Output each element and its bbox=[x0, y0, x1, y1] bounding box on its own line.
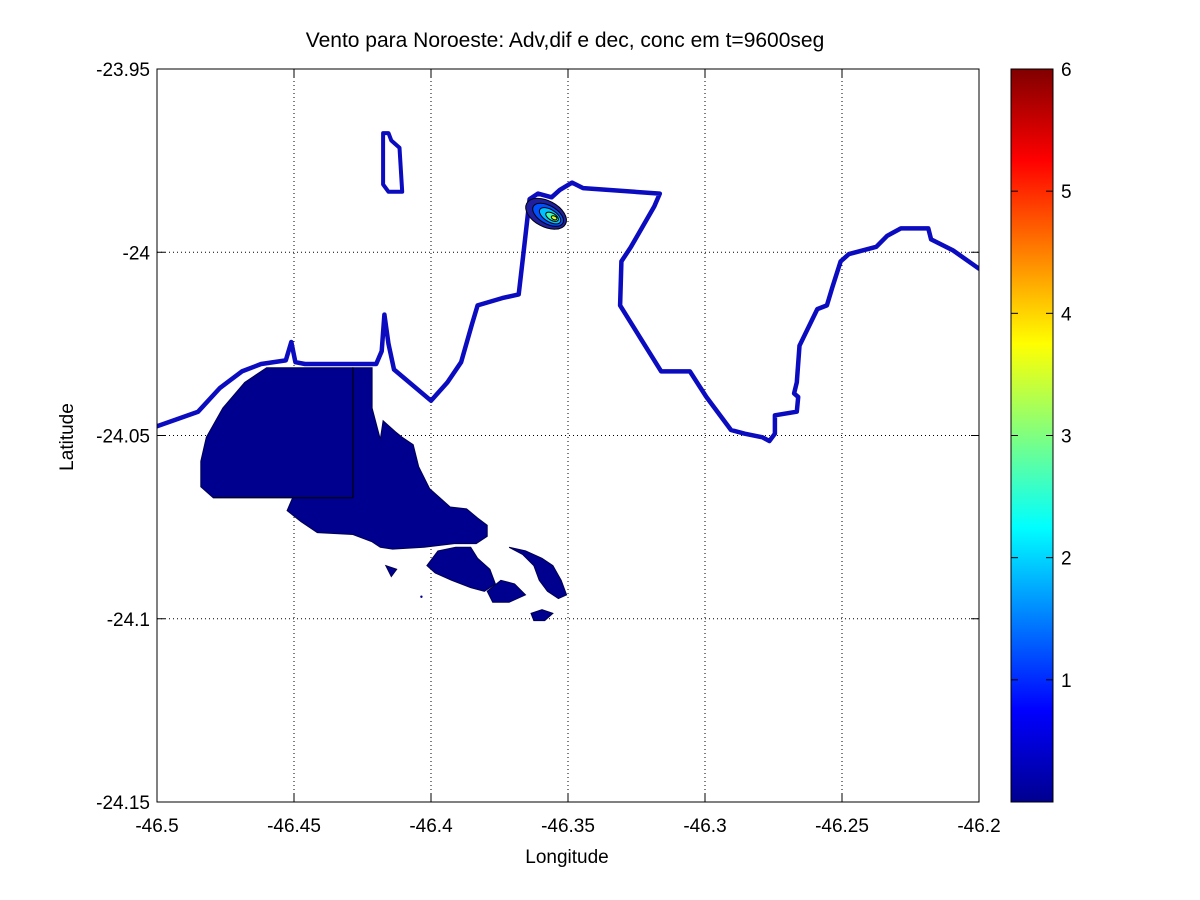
plume-area bbox=[286, 367, 488, 550]
y-tick-label: -24 bbox=[123, 243, 151, 264]
island-outline bbox=[381, 131, 405, 194]
x-axis-label: Longitude bbox=[525, 847, 608, 868]
x-tick-label: -46.35 bbox=[541, 816, 595, 837]
coastline bbox=[157, 180, 979, 444]
colorbar: 1 2 3 4 5 6 bbox=[1010, 60, 1072, 803]
plume-area bbox=[200, 367, 354, 499]
x-tick-label: -46.2 bbox=[957, 816, 1000, 837]
x-tick-label: -46.4 bbox=[409, 816, 453, 837]
colorbar-tick-label: 2 bbox=[1061, 549, 1072, 570]
plume-speck bbox=[420, 595, 423, 598]
axis-ticks bbox=[156, 68, 980, 803]
y-tick-labels: -23.95 -24 -24.05 -24.1 -24.15 bbox=[96, 60, 150, 814]
x-tick-label: -46.45 bbox=[267, 816, 321, 837]
colorbar-tick-label: 6 bbox=[1061, 60, 1072, 81]
y-tick-label: -23.95 bbox=[96, 60, 150, 81]
y-tick-label: -24.05 bbox=[96, 427, 150, 448]
plume-area bbox=[384, 564, 398, 578]
x-tick-label: -46.25 bbox=[815, 816, 869, 837]
contour-level-4 bbox=[550, 215, 558, 221]
y-axis-label: Latitude bbox=[57, 403, 78, 471]
plot-marks bbox=[157, 131, 979, 622]
colorbar-box bbox=[1010, 68, 1054, 803]
y-tick-label: -24.15 bbox=[96, 793, 150, 814]
x-tick-label: -46.5 bbox=[135, 816, 178, 837]
plume-area bbox=[426, 546, 497, 592]
plume-area bbox=[508, 546, 568, 600]
colorbar-tick-label: 5 bbox=[1061, 182, 1072, 203]
colorbar-tick-label: 3 bbox=[1061, 427, 1072, 448]
plot-area: -46.5 -46.45 -46.4 -46.35 -46.3 -46.25 -46.2 -… bbox=[96, 60, 1001, 837]
x-tick-label: -46.3 bbox=[683, 816, 726, 837]
chart-title: Vento para Noroeste: Adv,dif e dec, conc… bbox=[306, 29, 825, 52]
y-tick-label: -24.1 bbox=[107, 610, 150, 631]
plume-area bbox=[530, 609, 554, 622]
plume-area bbox=[486, 579, 527, 603]
x-tick-labels: -46.5 -46.45 -46.4 -46.35 -46.3 -46.25 -46.2 bbox=[135, 816, 1000, 837]
colorbar-tick-label: 4 bbox=[1061, 304, 1072, 325]
colorbar-tick-label: 1 bbox=[1061, 671, 1072, 692]
colorbar-ticks: 1 2 3 4 5 6 bbox=[1011, 60, 1072, 692]
